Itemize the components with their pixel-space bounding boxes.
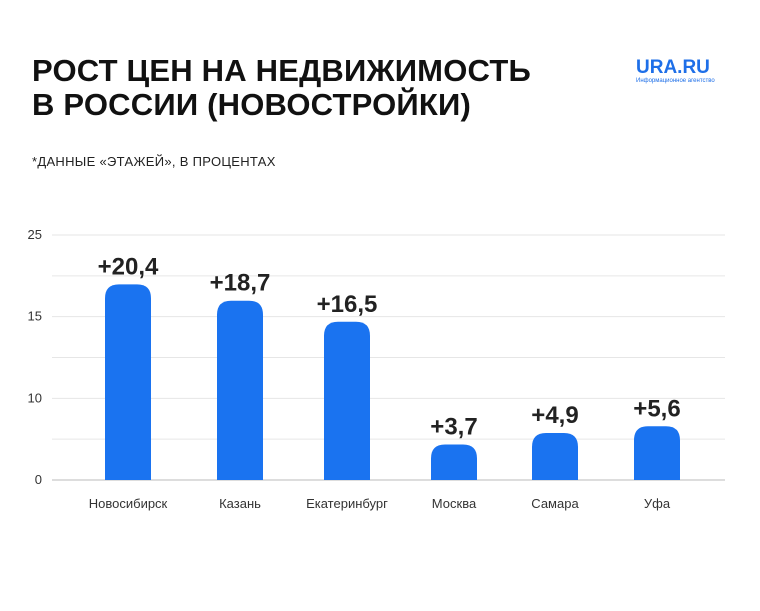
chart-title: РОСТ ЦЕН НА НЕДВИЖИМОСТЬ В РОССИИ (НОВОС… [32, 54, 531, 122]
logo-tagline: Информационное агентство [636, 78, 715, 84]
data-label: +20,4 [98, 253, 159, 280]
x-tick-label: Самара [531, 496, 579, 511]
bar [431, 444, 477, 480]
data-label: +3,7 [430, 414, 477, 441]
data-label: +16,5 [317, 291, 378, 318]
x-tick-label: Казань [219, 496, 261, 511]
ura-ru-logo: URA.RU Информационное агентство [636, 57, 715, 85]
bar [634, 426, 680, 480]
y-tick-label: 10 [28, 390, 42, 405]
y-tick-label: 0 [35, 472, 42, 487]
bar [105, 284, 151, 480]
x-tick-label: Новосибирск [89, 496, 168, 511]
data-label: +4,9 [531, 402, 578, 429]
x-tick-label: Уфа [644, 496, 671, 511]
data-label: +18,7 [210, 270, 271, 297]
title-line-1: РОСТ ЦЕН НА НЕДВИЖИМОСТЬ [32, 53, 531, 88]
logo-name: URA.RU [636, 57, 710, 78]
x-tick-label: Екатеринбург [306, 496, 388, 511]
bar [532, 433, 578, 480]
x-tick-label: Москва [432, 496, 477, 511]
title-line-2: В РОССИИ (НОВОСТРОЙКИ) [32, 87, 472, 122]
y-tick-label: 15 [28, 309, 42, 324]
chart-subtitle: *ДАННЫЕ «ЭТАЖЕЙ», В ПРОЦЕНТАХ [32, 154, 276, 169]
bar [324, 321, 370, 480]
bar [217, 300, 263, 480]
y-tick-label: 25 [28, 227, 42, 242]
data-label: +5,6 [633, 395, 680, 422]
